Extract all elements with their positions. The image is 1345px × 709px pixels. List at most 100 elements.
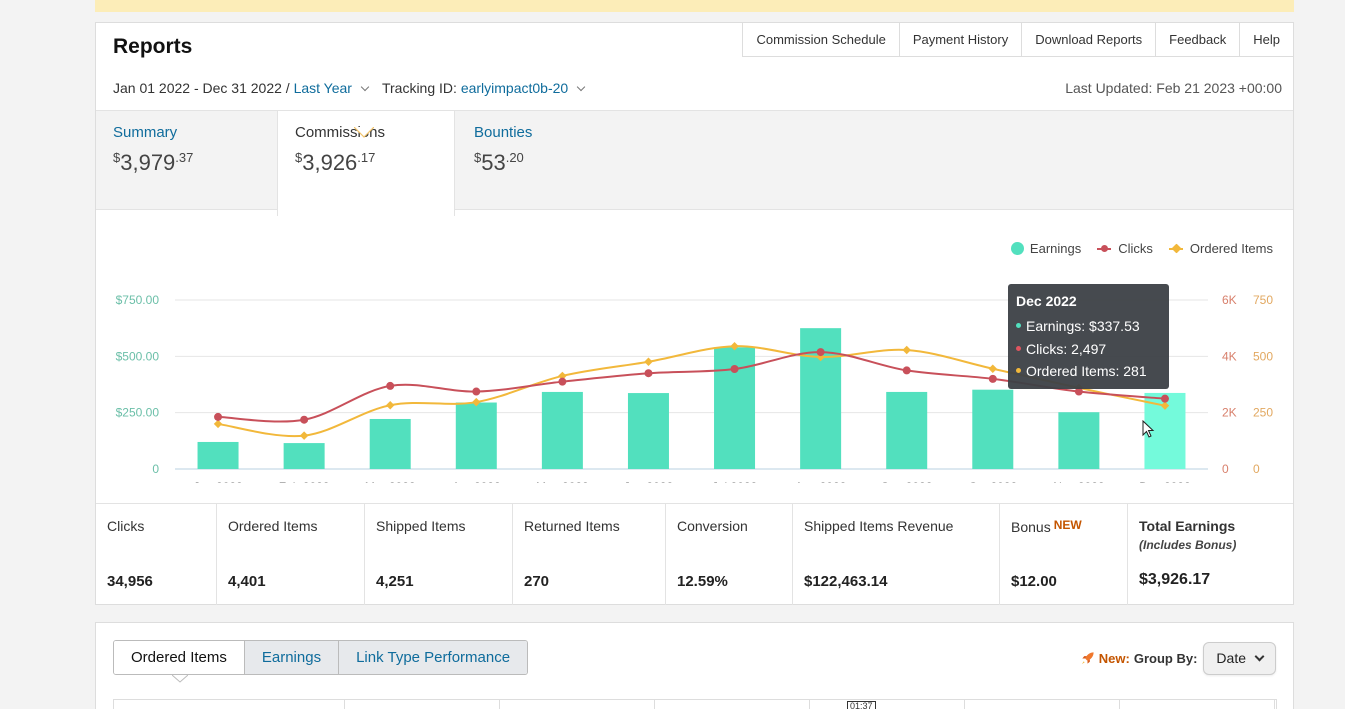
clicks-point [644,369,653,378]
earnings-bar [283,443,325,469]
earnings-bar [455,402,497,469]
tab-bounties-label: Bounties [474,124,533,141]
legend-clicks[interactable]: Clicks [1097,241,1153,256]
group-by-select[interactable]: Date [1203,642,1276,675]
earnings-bar [541,391,583,469]
help-button[interactable]: Help [1240,22,1294,57]
earnings-bar [972,389,1014,469]
clicks-line-icon [1097,244,1112,252]
y-right-items-tick: 750 [1253,293,1273,307]
y-right-items-tick: 500 [1253,349,1273,363]
clicks-point [902,366,911,375]
earnings-chart: 0 0 0 $250.00 2K 250 $500.00 4K 500 $750.00 6K 750 J… [116,293,1274,483]
ordered-items-line [217,345,1166,438]
rocket-icon [1081,652,1094,665]
tab-commissions-value: $3,926.17 [295,150,376,175]
y-left-tick: 0 [152,462,159,476]
tab-summary[interactable]: Summary $3,979.37 [96,111,277,211]
reports-card: Reports Commission Schedule Payment Hist… [95,22,1294,605]
new-label: New: [1098,651,1130,666]
x-tick-label: Jun 2022 [624,480,674,483]
payment-history-button[interactable]: Payment History [899,22,1023,57]
y-right-items-tick: 0 [1253,462,1260,476]
y-right-clicks-tick: 2K [1222,406,1237,420]
chevron-down-icon[interactable] [360,82,370,91]
ordered-items-point [299,431,309,440]
tab-earnings[interactable]: Earnings [243,641,339,674]
ordered-items-point [902,345,911,355]
earnings-bar [369,418,411,469]
tracking-id-selector[interactable]: earlyimpact0b-20 [460,80,569,96]
x-tick-label: Oct 2022 [968,480,1017,483]
feedback-button[interactable]: Feedback [1156,22,1241,57]
last-updated: Last Updated: Feb 21 2023 +00:00 [1065,80,1282,96]
chevron-down-icon[interactable] [576,82,586,91]
tab-ordered-items[interactable]: Ordered Items [114,641,244,674]
download-reports-button[interactable]: Download Reports [1022,22,1157,57]
x-tick-label: Dec 2022 [1139,480,1191,483]
tab-bounties[interactable]: Bounties $53.20 [457,111,647,211]
date-range: Jan 01 2022 - Dec 31 2022 / [113,80,290,96]
tab-summary-value: $3,979.37 [113,150,194,175]
earnings-dot-icon [1010,242,1024,255]
breakdown-tabs: Ordered Items Earnings Link Type Perform… [113,640,529,675]
clicks-point [472,387,481,396]
stat-bonus: Bonus NEW $12.00 [1000,504,1128,605]
stat-conversion: Conversion 12.59% [666,504,793,605]
earnings-bar [197,441,239,469]
stat-ordered-items: Ordered Items 4,401 [217,504,365,605]
x-tick-label: Aug 2022 [795,480,847,483]
x-tick-label: Sep 2022 [881,480,933,483]
x-tick-label: Mar 2022 [365,480,416,483]
legend-ordered-items[interactable]: Ordered Items [1168,241,1273,256]
tooltip-ordered-items: Ordered Items: 281 [1016,360,1161,383]
breakdown-card: Ordered Items Earnings Link Type Perform… [95,622,1294,709]
tooltip-clicks: Clicks: 2,497 [1016,338,1161,361]
y-right-clicks-tick: 0 [1222,462,1229,476]
y-left-tick: $500.00 [116,349,160,363]
tooltip-title: Dec 2022 [1016,293,1077,309]
tab-link-type-performance[interactable]: Link Type Performance [338,641,528,674]
legend-earnings[interactable]: Earnings [1010,241,1081,256]
ordered-items-point [472,397,481,407]
time-chip: 01:37 [847,701,876,709]
tracking-id-label: Tracking ID: [381,80,457,96]
new-badge: NEW [1053,518,1082,532]
stats-row: Clicks 34,956 Ordered Items 4,401 Shippe… [96,503,1293,605]
tab-bounties-value: $53.20 [474,150,524,175]
stat-total-earnings: Total Earnings (Includes Bonus) $3,926.1… [1139,518,1237,588]
ordered-items-point [988,364,998,373]
tooltip-earnings: Earnings: $337.53 [1016,315,1161,338]
filter-row: Jan 01 2022 - Dec 31 2022 / Last Year Tr… [113,80,592,96]
y-right-clicks-tick: 6K [1222,293,1237,307]
period-selector[interactable]: Last Year [293,80,352,96]
active-tab-caret-icon [354,127,374,138]
x-tick-label: Nov 2022 [1053,480,1105,483]
active-tab-caret-icon [172,675,188,683]
chevron-down-icon [1254,651,1265,662]
y-left-tick: $250.00 [116,406,160,420]
stat-clicks: Clicks 34,956 [96,504,217,605]
clicks-point [1160,394,1169,403]
ordered-items-point [213,419,223,429]
stat-shipped-items-revenue: Shipped Items Revenue $122,463.14 [793,504,1000,605]
chart-legend: Earnings Clicks Ordered Items [995,241,1273,256]
table-header [113,699,1277,709]
chart-tooltip: Dec 2022 Earnings: $337.53 Clicks: 2,497… [1008,284,1169,389]
earnings-bar [886,391,928,469]
notification-banner [95,0,1294,12]
y-right-clicks-tick: 4K [1222,349,1237,363]
ordered-items-line-icon [1168,243,1183,253]
stat-returned-items: Returned Items 270 [513,504,666,605]
x-tick-label: Feb 2022 [279,480,330,483]
clicks-point [386,381,395,390]
summary-tabs: Summary $3,979.37 Commissions $3,926.17 … [96,110,1293,216]
earnings-bar [627,393,669,469]
clicks-point [558,377,567,386]
top-nav: Commission Schedule Payment History Down… [742,22,1294,57]
clicks-point [1074,387,1083,396]
x-tick-label: May 2022 [536,480,589,483]
page-title: Reports [113,35,193,58]
clicks-point [730,365,739,374]
commission-schedule-button[interactable]: Commission Schedule [742,22,900,57]
